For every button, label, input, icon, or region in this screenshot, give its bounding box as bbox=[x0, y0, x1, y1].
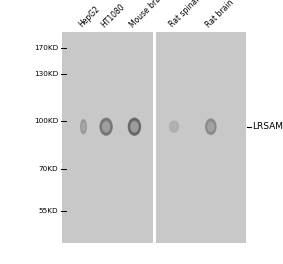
Ellipse shape bbox=[128, 119, 140, 135]
Text: Rat brain: Rat brain bbox=[205, 0, 236, 29]
Ellipse shape bbox=[205, 119, 216, 135]
Text: 55KD: 55KD bbox=[38, 208, 58, 214]
Ellipse shape bbox=[207, 121, 215, 132]
Ellipse shape bbox=[81, 121, 86, 132]
Ellipse shape bbox=[102, 121, 110, 132]
Ellipse shape bbox=[206, 120, 215, 133]
Ellipse shape bbox=[170, 122, 178, 132]
Ellipse shape bbox=[102, 121, 110, 133]
Text: Rat spinal cord: Rat spinal cord bbox=[168, 0, 215, 29]
Ellipse shape bbox=[169, 121, 179, 133]
Ellipse shape bbox=[101, 120, 111, 133]
Ellipse shape bbox=[205, 118, 217, 135]
Text: Mouse brain: Mouse brain bbox=[128, 0, 168, 29]
Ellipse shape bbox=[170, 121, 178, 132]
Ellipse shape bbox=[80, 119, 87, 135]
Ellipse shape bbox=[128, 118, 141, 135]
Ellipse shape bbox=[130, 120, 139, 133]
Ellipse shape bbox=[101, 120, 111, 134]
Text: LRSAM1: LRSAM1 bbox=[252, 122, 283, 131]
Ellipse shape bbox=[129, 120, 140, 134]
Ellipse shape bbox=[206, 120, 216, 134]
Ellipse shape bbox=[207, 122, 214, 131]
Ellipse shape bbox=[171, 122, 177, 131]
Ellipse shape bbox=[130, 121, 138, 132]
Ellipse shape bbox=[81, 122, 86, 132]
Ellipse shape bbox=[170, 122, 178, 131]
Ellipse shape bbox=[81, 120, 86, 133]
Ellipse shape bbox=[99, 117, 113, 136]
Text: 170KD: 170KD bbox=[34, 45, 58, 50]
Ellipse shape bbox=[171, 123, 177, 130]
Ellipse shape bbox=[82, 122, 85, 131]
Text: HT1080: HT1080 bbox=[100, 2, 127, 29]
Ellipse shape bbox=[80, 119, 87, 134]
Ellipse shape bbox=[206, 119, 216, 134]
Ellipse shape bbox=[207, 121, 215, 133]
Ellipse shape bbox=[128, 117, 141, 136]
Ellipse shape bbox=[100, 119, 112, 135]
Ellipse shape bbox=[81, 121, 86, 133]
Bar bbox=[62, 32, 153, 243]
Ellipse shape bbox=[169, 120, 179, 133]
Ellipse shape bbox=[100, 118, 113, 135]
Ellipse shape bbox=[101, 119, 112, 134]
Text: 130KD: 130KD bbox=[34, 71, 58, 77]
Ellipse shape bbox=[80, 120, 87, 134]
Ellipse shape bbox=[129, 119, 140, 134]
Text: 70KD: 70KD bbox=[38, 166, 58, 172]
Ellipse shape bbox=[169, 121, 179, 133]
Ellipse shape bbox=[130, 121, 139, 133]
Bar bbox=[156, 32, 246, 243]
Text: 100KD: 100KD bbox=[34, 119, 58, 124]
Text: HepG2: HepG2 bbox=[77, 4, 102, 29]
